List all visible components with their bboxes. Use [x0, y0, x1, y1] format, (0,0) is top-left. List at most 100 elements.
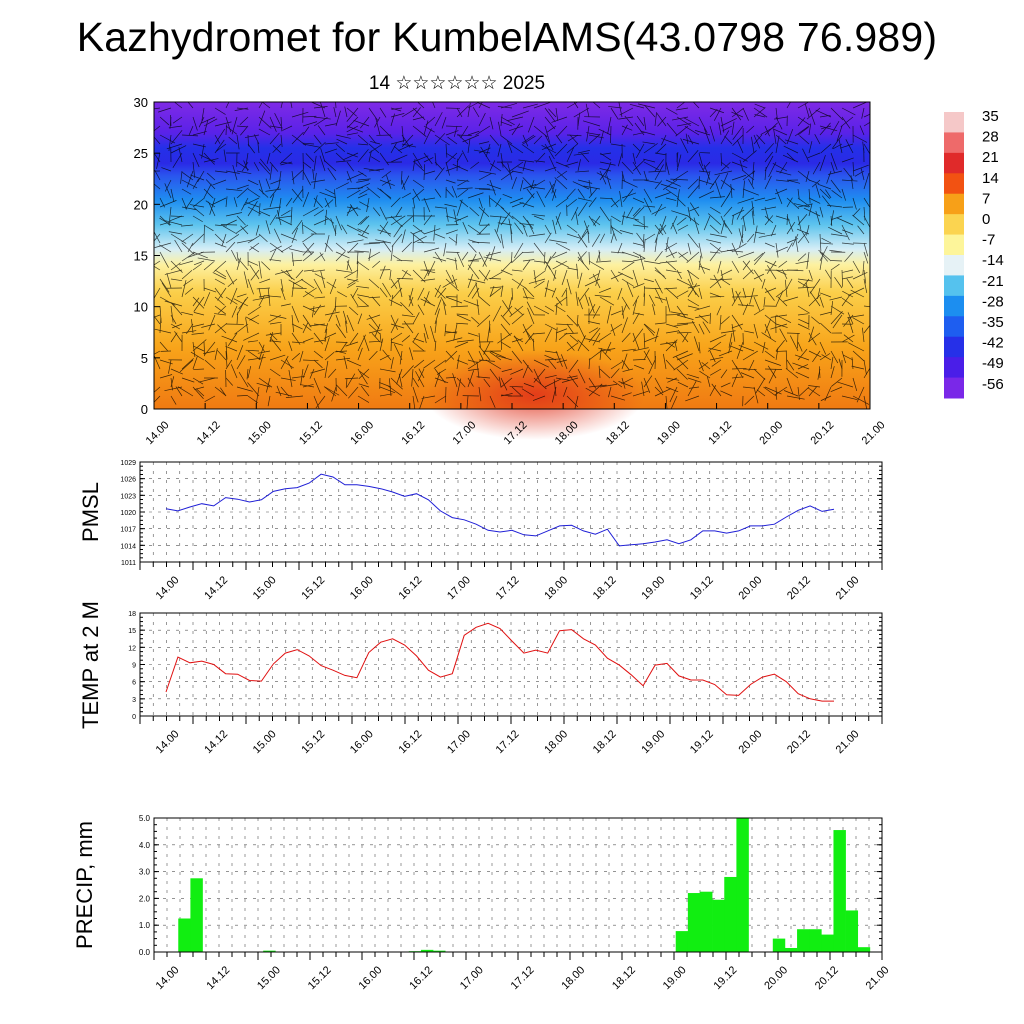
wind-barb	[346, 125, 359, 133]
wind-barb	[247, 235, 261, 244]
wind-barb	[592, 332, 601, 346]
wind-barb	[834, 276, 843, 289]
wind-barb	[353, 119, 370, 127]
wind-barb	[541, 143, 557, 151]
wind-barb	[531, 214, 546, 217]
wind-barb	[731, 111, 744, 118]
wind-barb	[280, 269, 295, 281]
wind-barb	[164, 269, 183, 275]
wind-barb	[555, 350, 563, 367]
wind-barb	[618, 381, 634, 388]
wind-barb	[434, 368, 446, 384]
precip-y-axis-title: PRECIP, mm	[72, 821, 97, 949]
wind-barb	[819, 154, 826, 172]
wind-barb	[742, 169, 755, 181]
wind-barb	[830, 311, 843, 325]
wind-barb	[802, 278, 810, 288]
wind-barb	[482, 251, 491, 267]
wind-barb	[225, 188, 243, 192]
wind-barb	[766, 260, 777, 275]
wind-barb	[586, 132, 601, 136]
wind-barb	[500, 121, 513, 127]
wind-barb	[327, 368, 337, 378]
wind-barb	[460, 125, 469, 139]
wind-barb	[665, 236, 669, 253]
wind-barb	[519, 201, 535, 208]
wind-barb	[703, 215, 711, 231]
wind-barb	[643, 238, 646, 253]
wind-barb	[555, 296, 563, 306]
wind-barb	[731, 107, 744, 118]
wind-barb	[445, 350, 455, 360]
wind-barb	[561, 269, 568, 286]
wind-barb	[456, 179, 470, 182]
wind-barb	[445, 125, 463, 128]
wind-barb	[346, 205, 353, 217]
wind-barb	[820, 143, 832, 154]
wind-barb	[476, 101, 491, 109]
wind-barb	[269, 164, 273, 181]
wind-barb	[753, 134, 763, 145]
wind-barb	[643, 158, 656, 163]
wind-barb	[246, 368, 249, 380]
wind-barb	[497, 106, 513, 109]
wind-barb	[240, 225, 249, 235]
wind-barb	[632, 390, 649, 397]
wind-barb	[159, 217, 172, 226]
wind-barb	[488, 195, 491, 208]
wind-barb	[672, 350, 689, 358]
wind-barb	[311, 179, 326, 183]
wind-barb	[495, 197, 502, 208]
wind-barb	[522, 135, 536, 145]
wind-barb	[764, 318, 772, 334]
wind-barb	[642, 141, 656, 145]
wind-barb	[654, 377, 664, 393]
wind-barb	[323, 160, 337, 172]
wind-barb	[417, 287, 425, 301]
wind-barb	[830, 305, 845, 315]
wind-barb	[687, 299, 700, 307]
wind-barb	[195, 388, 205, 397]
wind-barb	[768, 368, 777, 384]
y-tick-label: 5.0	[139, 814, 151, 823]
wind-barb	[445, 278, 459, 291]
wind-barb	[764, 287, 777, 293]
wind-barb	[236, 293, 247, 298]
x-tick-label: 18.00	[559, 964, 587, 992]
wind-barb	[841, 350, 847, 364]
wind-barb	[192, 152, 200, 168]
wind-barb	[269, 248, 277, 262]
wind-barb	[581, 152, 590, 163]
wind-barb	[445, 188, 454, 198]
wind-barb	[313, 117, 328, 127]
wind-barb	[621, 303, 627, 316]
wind-barb	[793, 203, 810, 208]
wind-barb	[599, 206, 610, 222]
wind-barb	[412, 197, 416, 209]
wind-barb	[718, 122, 722, 136]
colorbar-label: 21	[982, 149, 999, 166]
wind-barb	[345, 377, 348, 389]
wind-barb	[698, 242, 703, 259]
precip-bar	[845, 910, 859, 952]
wind-barb	[280, 278, 284, 292]
wind-barb	[412, 188, 425, 200]
wind-barb	[191, 319, 194, 334]
wind-barb	[527, 220, 535, 235]
x-tick-label: 20.12	[785, 728, 813, 756]
wind-barb	[272, 143, 282, 153]
wind-barb	[456, 187, 473, 190]
wind-barb	[197, 257, 216, 262]
wind-barb	[720, 161, 730, 169]
wind-barb	[698, 287, 703, 300]
wind-barb	[709, 206, 721, 214]
wind-barb	[434, 377, 449, 384]
wind-barb	[423, 214, 433, 226]
wind-barb	[819, 206, 824, 218]
wind-barb	[302, 314, 312, 328]
wind-barb	[808, 294, 821, 307]
wind-barb	[687, 134, 694, 145]
wind-barb	[544, 260, 551, 270]
wind-barb	[665, 323, 679, 328]
wind-barb	[863, 395, 868, 410]
